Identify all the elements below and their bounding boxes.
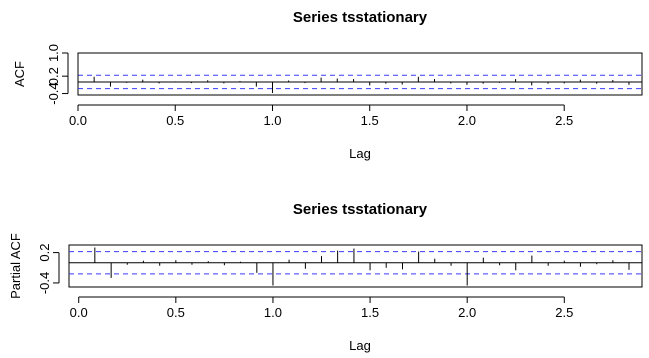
pacf-y-tick-label: -0.4 [37, 272, 52, 294]
pacf-confidence-band [69, 251, 642, 275]
acf-x-tick-label: 1.0 [263, 113, 281, 128]
pacf-y-axis-label: Partial ACF [8, 233, 23, 299]
pacf-y-tick-label: 0.2 [37, 244, 52, 262]
acf-x-ticks: 0.0 0.5 1.0 1.5 2.0 2.5 [69, 104, 573, 128]
acf-y-tick-label: -0.4 [46, 82, 61, 104]
pacf-x-tick-label: 1.0 [264, 305, 282, 320]
acf-confidence-band [78, 74, 642, 90]
pacf-x-tick-label: 2.0 [458, 305, 476, 320]
pacf-x-tick-label: 0.0 [70, 305, 88, 320]
pacf-bars [94, 247, 630, 286]
acf-bars [77, 53, 630, 93]
pacf-x-ticks: 0.0 0.5 1.0 1.5 2.0 2.5 [70, 296, 573, 320]
acf-title: Series tsstationary [293, 9, 428, 26]
pacf-x-tick-label: 0.5 [167, 305, 185, 320]
acf-panel: Series tsstationary ACF Lag 0.0 0.5 1.0 1.5… [12, 9, 643, 161]
pacf-x-axis-label: Lag [349, 338, 371, 353]
pacf-y-ticks: -0.4 0.2 [37, 244, 60, 294]
acf-x-tick-label: 0.5 [166, 113, 184, 128]
pacf-x-tick-label: 2.5 [555, 305, 573, 320]
acf-x-axis-label: Lag [349, 146, 371, 161]
acf-x-tick-label: 0.0 [69, 113, 87, 128]
acf-y-axis-label: ACF [12, 61, 27, 87]
pacf-panel: Series tsstationary Partial ACF Lag 0.0 0… [8, 201, 643, 353]
acf-y-ticks: -0.40.2 1.0 [46, 44, 69, 105]
acf-x-tick-label: 1.5 [361, 113, 379, 128]
pacf-plot-frame [68, 244, 643, 288]
acf-x-tick-label: 2.0 [458, 113, 476, 128]
pacf-title: Series tsstationary [293, 201, 428, 218]
acf-y-tick-label: 1.0 [46, 44, 61, 62]
acf-x-tick-label: 2.5 [555, 113, 573, 128]
acf-y-tick-label: 0.2 [46, 67, 61, 85]
pacf-x-tick-label: 1.5 [361, 305, 379, 320]
